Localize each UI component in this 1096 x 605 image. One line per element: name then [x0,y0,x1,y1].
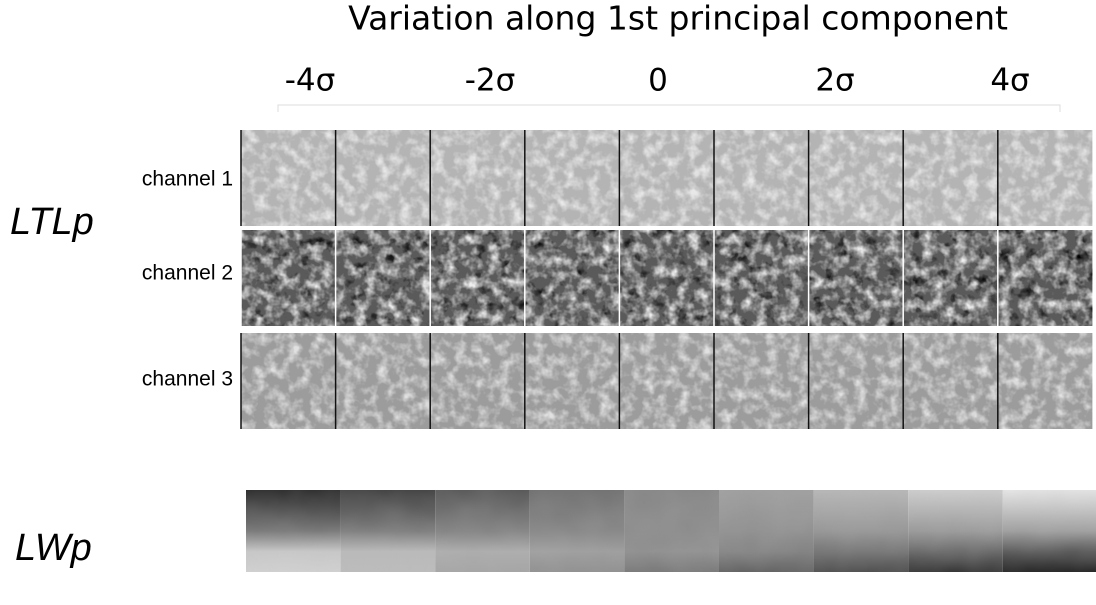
column-label: -2σ [465,63,516,99]
image-texture [435,490,530,572]
row-label: channel 1 [142,168,233,191]
image-texture [719,490,814,572]
image-texture [619,230,714,326]
column-label: -4σ [285,63,336,99]
column-label: 4σ [990,63,1029,99]
image-texture [813,490,909,572]
image-texture [808,230,904,326]
image-texture [714,230,809,326]
image-texture [524,130,620,226]
image-texture [524,230,620,326]
image-texture [340,490,436,572]
image-texture [524,333,620,429]
group-label: LWp [15,527,92,569]
image-texture [430,130,525,226]
column-label: 2σ [815,63,854,99]
image-texture [903,333,998,429]
image-texture [430,230,525,326]
image-texture [529,490,625,572]
image-texture [619,333,714,429]
image-texture [808,333,904,429]
image-texture [903,230,998,326]
image-texture [997,333,1093,429]
group-label: LTLp [10,201,94,243]
image-texture [335,130,431,226]
row-label: channel 3 [142,368,233,391]
image-texture [335,333,431,429]
tile-grid [240,130,1096,572]
image-texture [714,333,809,429]
image-texture [624,490,719,572]
image-texture [1002,490,1096,572]
image-texture [908,490,1003,572]
image-texture [241,333,336,429]
column-label: 0 [648,63,668,99]
bracket [277,104,1061,112]
image-texture [241,230,336,326]
image-texture [430,333,525,429]
figure-title: Variation along 1st principal component [348,0,1008,38]
image-texture [997,130,1093,226]
image-texture [619,130,714,226]
row-label: channel 2 [142,262,233,285]
image-texture [246,490,341,572]
image-texture [241,130,336,226]
image-texture [335,230,431,326]
image-texture [903,130,998,226]
image-texture [997,230,1093,326]
image-texture [808,130,904,226]
image-texture [714,130,809,226]
